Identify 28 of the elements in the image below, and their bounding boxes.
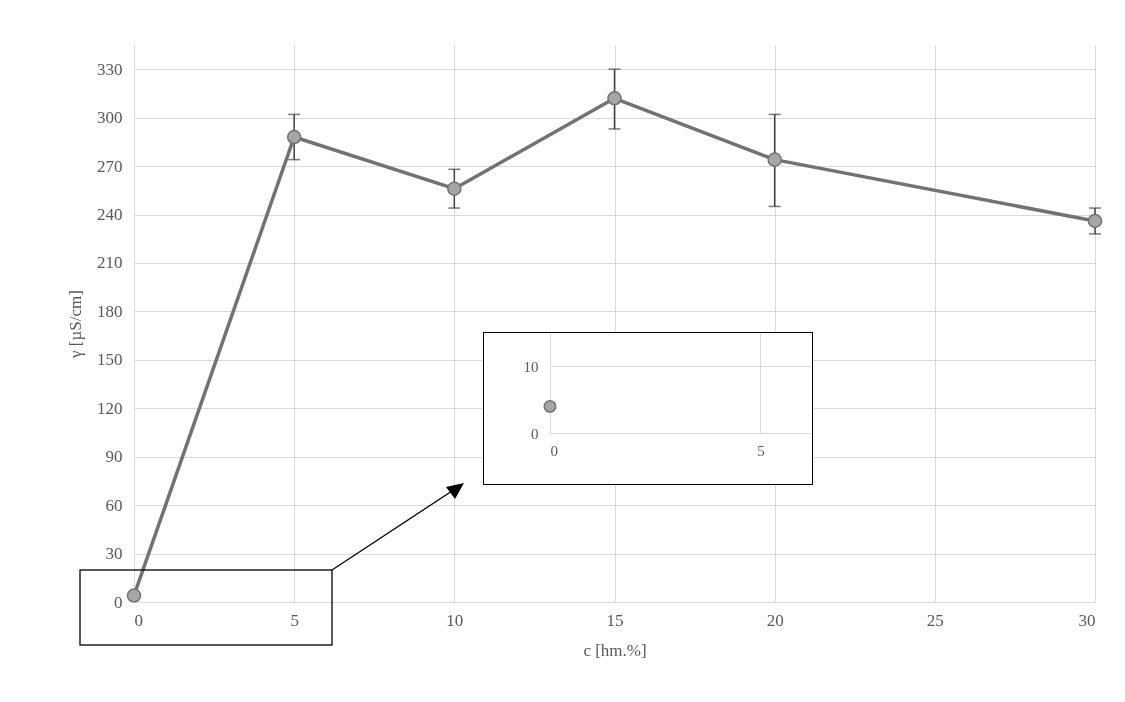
x-tick-label: 25 [926,610,944,630]
x-tick-label: 5 [757,442,765,459]
y-tick-label: 270 [97,156,123,176]
point [126,588,142,603]
y-axis-title: γ [µS/cm] [66,290,85,359]
y-tick-label: 210 [97,253,123,273]
y-tick-label: 0 [114,592,123,612]
x-tick-label: 15 [606,610,624,630]
x-tick-label: 20 [766,610,784,630]
y-tick-label: 90 [105,447,123,467]
x-tick-label: 10 [446,610,464,630]
y-tick-label: 240 [97,205,123,225]
y-tick-label: 300 [97,108,123,128]
point [1087,213,1103,229]
y-tick-label: 60 [105,495,123,515]
x-tick-label: 30 [1078,610,1096,630]
point [767,152,782,167]
y-tick-label: 120 [97,398,123,418]
point [447,181,462,196]
point [607,91,622,106]
x-tick-label: 5 [290,610,299,630]
y-tick-label: 30 [105,544,123,564]
x-tick-label: 0 [134,610,143,630]
y-tick-label: 150 [97,350,123,370]
point [286,129,302,145]
y-tick-label: 180 [97,301,123,321]
y-tick-label: 330 [97,59,123,79]
x-axis-title: c [hm.%] [583,640,647,660]
